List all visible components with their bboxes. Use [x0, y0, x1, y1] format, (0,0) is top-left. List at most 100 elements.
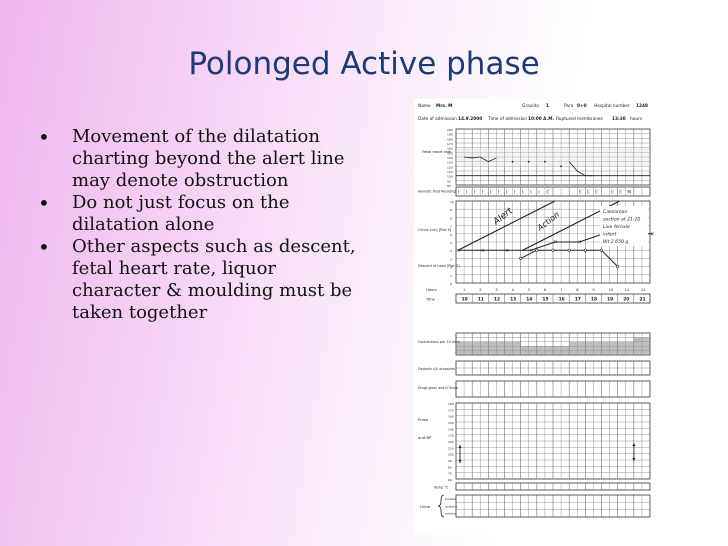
- fhr-dot: [544, 160, 546, 163]
- amniotic-mark: I: [474, 190, 475, 195]
- time-value: 14: [526, 297, 532, 303]
- bullet-list: Movement of the dilatation charting beyo…: [38, 126, 370, 324]
- pulse-label: Pulse: [418, 417, 429, 422]
- ruptured-value: 13:30: [612, 116, 626, 122]
- descent-mark: [583, 248, 587, 252]
- cervix-tick: 0: [450, 282, 452, 286]
- alert-line: [457, 200, 556, 251]
- hours-value: 4: [512, 288, 515, 292]
- cervix-label: Cervix (cm) [Plot X]: [418, 228, 452, 232]
- cervix-tick: 4: [450, 249, 452, 253]
- pulse-tick: 160: [448, 415, 454, 419]
- fhr-dot: [511, 160, 514, 163]
- amniotic-mark: I: [458, 190, 459, 195]
- pulse-tick: 70: [448, 472, 452, 476]
- amniotic-mark: I: [506, 190, 507, 195]
- amniotic-mark: C: [547, 190, 550, 195]
- ruptured-label: Ruptured membranes: [556, 116, 604, 122]
- contraction-bar: [569, 341, 578, 355]
- pulse-tick: 120: [448, 440, 454, 444]
- pulse-tick: 80: [448, 465, 452, 469]
- fhr-tick: 180: [447, 137, 453, 141]
- time-value: 18: [591, 297, 597, 303]
- para-value: 0+0: [577, 103, 587, 109]
- pulse-tick: 60: [448, 478, 452, 482]
- fhr-normal-band: [456, 147, 650, 167]
- dilatation-mark: ×: [578, 240, 582, 246]
- fhr-tick: 90: [447, 179, 451, 183]
- amniotic-mark: I: [514, 190, 515, 195]
- hours-value: 12: [641, 288, 646, 292]
- action-label: Action: [535, 210, 561, 233]
- bp-systolic-arrow: [632, 443, 636, 446]
- amniotic-mark: I: [498, 190, 499, 195]
- hours-value: 7: [560, 288, 562, 292]
- descent-mark: [616, 265, 620, 269]
- contraction-bar: [601, 341, 610, 355]
- fhr-tick: 150: [447, 151, 453, 155]
- descent-mark: [519, 256, 523, 260]
- outcome-note: Live female: [603, 224, 630, 230]
- fhr-dot: [527, 160, 530, 163]
- contraction-bar: [609, 341, 618, 355]
- contraction-bar: [633, 337, 642, 355]
- bullet-item: Other aspects such as descent, fetal hea…: [38, 236, 370, 324]
- hours-value: 1: [463, 288, 465, 292]
- bullet-item: Do not just focus on the dilatation alon…: [38, 192, 370, 236]
- hospital-label: Hospital number: [594, 103, 630, 109]
- contraction-bar: [536, 346, 545, 355]
- amniotic-mark: C: [587, 190, 590, 195]
- fhr-tick: 160: [447, 147, 453, 151]
- fhr-tick: 80: [447, 184, 451, 188]
- pulse-tick: 90: [448, 459, 452, 463]
- hours-value: 5: [528, 288, 530, 292]
- bp-diastolic-arrow: [632, 458, 636, 461]
- urine-item: volume: [445, 512, 456, 516]
- urine-item: protein: [445, 497, 456, 501]
- fhr-tick: 110: [447, 170, 453, 174]
- time-value: 21: [639, 297, 645, 303]
- cervix-tick: 9: [450, 208, 452, 212]
- outcome-box: [600, 206, 648, 246]
- contraction-bar: [544, 346, 553, 355]
- fhr-dot: [560, 165, 562, 168]
- dilatation-mark: ×: [481, 248, 485, 254]
- contraction-bar: [488, 341, 497, 355]
- dilatation-mark: ×: [650, 231, 654, 237]
- contraction-bar: [577, 341, 586, 355]
- time-value: 20: [623, 297, 629, 303]
- bp-label: and BP: [418, 435, 432, 440]
- contraction-bar: [512, 341, 521, 355]
- contractions-label: Contractions per 10 mins: [418, 340, 460, 344]
- amniotic-mark: I: [522, 190, 523, 195]
- contraction-bar: [641, 337, 650, 355]
- contraction-bar: [625, 341, 634, 355]
- admission-value: 14.9.2000: [458, 116, 482, 122]
- hours-value: 9: [592, 288, 595, 292]
- time-row-label: Time: [425, 298, 436, 302]
- contraction-bar: [553, 346, 562, 355]
- urine-item: acetone: [445, 504, 457, 508]
- amniotic-mark: I: [466, 190, 467, 195]
- outcome-note: infant: [603, 232, 617, 238]
- amniotic-mark: M: [627, 190, 631, 195]
- descent-label: Descent of head [Plot O]: [418, 264, 460, 268]
- time-value: 10: [462, 297, 468, 303]
- time-value: 13: [510, 297, 516, 303]
- dilatation-mark: ×: [529, 248, 533, 254]
- para-label: Para: [564, 103, 574, 109]
- fhr-tick: 120: [447, 165, 453, 169]
- amniotic-mark: C: [611, 190, 614, 195]
- oxytocin-label: Oxytocin U/L drops/min: [418, 367, 455, 371]
- ruptured-unit: hours: [630, 116, 643, 122]
- fhr-tick: 200: [447, 128, 453, 132]
- fhr-tick: 100: [447, 175, 453, 179]
- time-label: Time of admission: [487, 116, 527, 122]
- hours-value: 2: [479, 288, 481, 292]
- pulse-tick: 110: [448, 446, 454, 450]
- pulse-tick: 100: [448, 453, 454, 457]
- outcome-note: Caesarean: [603, 209, 628, 215]
- slide-title: Polonged Active phase: [188, 46, 540, 82]
- fhr-tick: 190: [447, 133, 453, 137]
- bp-diastolic-arrow: [458, 460, 462, 463]
